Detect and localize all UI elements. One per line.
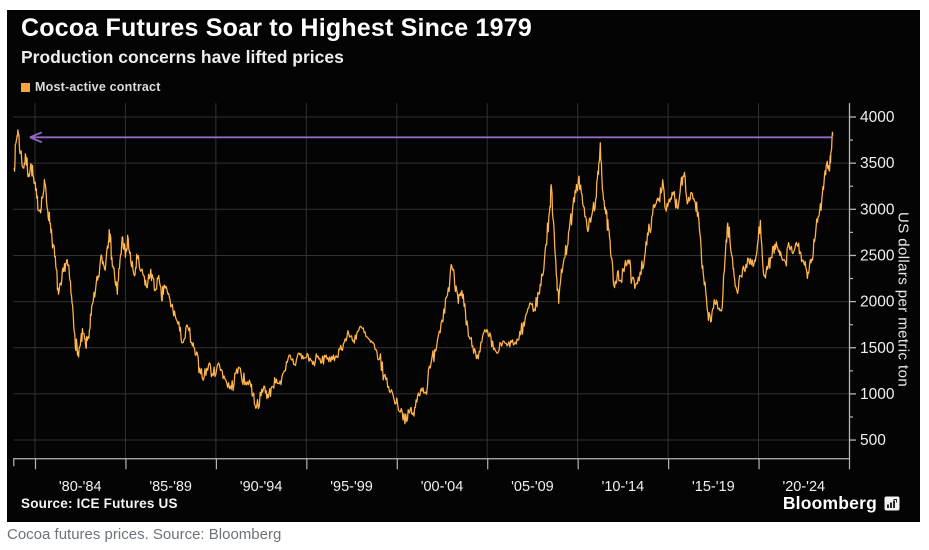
svg-text:'10-'14: '10-'14 [602,479,645,495]
source-note: Source: ICE Futures US [21,496,178,511]
svg-text:2000: 2000 [860,294,895,311]
svg-text:3500: 3500 [860,155,895,172]
svg-text:4000: 4000 [860,109,895,126]
bloomberg-text: Bloomberg [782,493,877,513]
bloomberg-wordmark: Bloomberg [783,493,900,514]
chart-title: Cocoa Futures Soar to Highest Since 1979 [21,14,532,42]
svg-text:'85-'89: '85-'89 [149,479,192,495]
y-axis-label: US dollars per metric ton [894,212,912,388]
svg-text:'15-'19: '15-'19 [692,479,735,495]
legend-label: Most-active contract [35,80,161,94]
svg-text:'00-'04: '00-'04 [421,479,464,495]
svg-text:1500: 1500 [860,340,895,357]
image-caption: Cocoa futures prices. Source: Bloomberg [7,526,282,543]
svg-text:'20-'24: '20-'24 [782,479,825,495]
svg-text:1000: 1000 [860,386,895,403]
svg-text:3000: 3000 [860,201,895,218]
legend: Most-active contract [21,80,161,94]
svg-text:500: 500 [860,432,886,449]
legend-swatch-icon [21,82,30,92]
chart-subtitle: Production concerns have lifted prices [21,47,344,67]
svg-text:'90-'94: '90-'94 [240,479,283,495]
chart-panel: 500 1000 1500 2000 2500 3000 3500 4000 '80-'84 '8… [7,10,920,522]
svg-text:'95-'99: '95-'99 [330,479,373,495]
svg-text:'80-'84: '80-'84 [59,479,102,495]
bloomberg-terminal-icon [884,496,900,511]
svg-text:'05-'09: '05-'09 [511,479,554,495]
svg-text:2500: 2500 [860,247,895,264]
